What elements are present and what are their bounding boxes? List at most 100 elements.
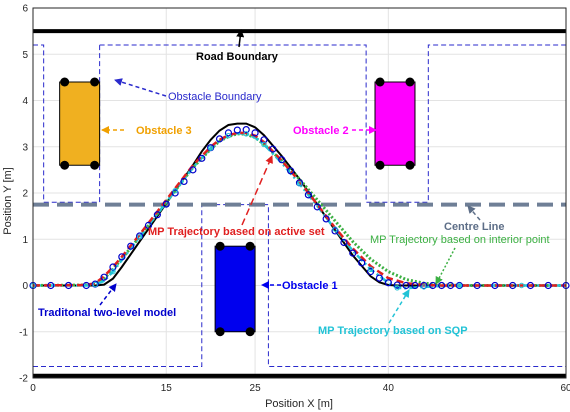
marker-point-30 xyxy=(322,215,330,223)
annotation-road-boundary: Road Boundary xyxy=(196,51,279,63)
marker-point-12 xyxy=(162,200,170,208)
obstacle-3-wheel-3 xyxy=(60,160,70,170)
y-tick-3: 3 xyxy=(22,142,28,153)
annotation-obstacle-boundary: Obstacle Boundary xyxy=(168,91,262,103)
sqp-marker-18 xyxy=(296,181,303,187)
marker-point-44 xyxy=(446,281,455,290)
marker-point-31 xyxy=(331,227,339,235)
marker-point-24 xyxy=(269,145,277,153)
marker-point-18 xyxy=(215,135,224,143)
y-tick-0: 0 xyxy=(22,281,28,292)
marker-point-48 xyxy=(509,281,517,290)
marker-point-29 xyxy=(313,203,321,211)
marker-point-5 xyxy=(100,273,108,281)
sqp-marker-16 xyxy=(261,141,267,148)
lane-lines xyxy=(33,29,566,378)
obstacle-boundary-2 xyxy=(99,44,566,203)
y-tick-5: 5 xyxy=(22,50,28,61)
y-tick-6: 6 xyxy=(22,4,28,15)
marker-point-50 xyxy=(544,281,552,290)
obstacle-2 xyxy=(374,77,416,170)
obstacle-3-wheel-1 xyxy=(60,77,70,87)
y-tick--2: -2 xyxy=(19,374,28,385)
marker-point-37 xyxy=(384,279,392,287)
series-two-level-markers xyxy=(29,126,570,291)
marker-point-8 xyxy=(127,242,135,250)
marker-point-1 xyxy=(47,281,55,290)
obstacle-2-body xyxy=(374,81,416,166)
obstacles xyxy=(59,77,416,337)
annotation-obstacle-3: Obstacle 3 xyxy=(136,125,192,137)
obstacle-1-wheel-4 xyxy=(245,327,255,337)
annotation-arrow-road-boundary xyxy=(236,29,245,48)
y-tick--1: -1 xyxy=(19,327,28,338)
obstacle-1-body xyxy=(214,245,256,333)
sqp-marker-22 xyxy=(367,266,374,273)
obstacle-3 xyxy=(59,77,101,170)
x-tick-25: 25 xyxy=(250,383,262,394)
marker-point-11 xyxy=(153,211,161,219)
obstacle-2-wheel-1 xyxy=(375,77,385,87)
sqp-marker-2 xyxy=(92,281,98,288)
marker-point-16 xyxy=(198,154,206,162)
marker-point-10 xyxy=(144,221,153,229)
annotation-centre-line: Centre Line xyxy=(444,221,505,233)
y-tick-2: 2 xyxy=(22,189,28,200)
obstacle-2-wheel-3 xyxy=(375,160,385,170)
sqp-marker-12 xyxy=(225,132,232,139)
obstacle-1-wheel-3 xyxy=(215,327,225,337)
marker-point-13 xyxy=(171,189,179,197)
annotation-arrow-centre-line xyxy=(467,205,481,221)
marker-point-28 xyxy=(304,191,312,199)
marker-point-34 xyxy=(358,259,366,267)
marker-point-38 xyxy=(393,281,401,289)
marker-point-14 xyxy=(180,177,188,186)
obstacle-3-wheel-2 xyxy=(90,77,100,87)
annotation-two-level: Traditonal two-level model xyxy=(38,307,176,319)
marker-point-26 xyxy=(287,167,295,175)
plot-border xyxy=(32,7,567,379)
sqp-marker-20 xyxy=(332,226,338,232)
marker-point-45 xyxy=(455,281,463,290)
x-tick-40: 40 xyxy=(383,383,395,394)
obstacle-3-wheel-4 xyxy=(90,160,100,170)
sqp-marker-26 xyxy=(421,284,427,290)
annotation-arrow-two-level xyxy=(99,283,117,306)
sqp-marker-6 xyxy=(136,234,143,240)
marker-point-23 xyxy=(260,136,268,144)
sqp-marker-14 xyxy=(243,131,249,137)
obstacle-1-wheel-2 xyxy=(245,241,255,251)
obstacle-1-wheel-1 xyxy=(215,241,225,251)
marker-point-33 xyxy=(349,249,357,257)
sqp-marker-28 xyxy=(456,282,463,289)
marker-point-7 xyxy=(118,253,126,261)
trajectory-series xyxy=(29,122,570,291)
marker-point-49 xyxy=(526,281,535,290)
marker-point-46 xyxy=(473,281,481,290)
annotation-active-set: MP Trajectory based on active set xyxy=(148,226,325,238)
x-tick-60: 60 xyxy=(560,383,570,394)
obstacle-3-body xyxy=(59,81,101,166)
tick-labels: 0 15 25 40 60 -2 -1 0 1 2 3 4 5 6 xyxy=(19,4,570,395)
marker-point-47 xyxy=(491,281,499,290)
sqp-marker-4 xyxy=(110,268,116,275)
axes-frame xyxy=(32,7,567,379)
annotations: Road Boundary Obstacle Boundary Obstacle 3… xyxy=(38,29,550,337)
marker-point-25 xyxy=(278,156,286,164)
y-tick-1: 1 xyxy=(22,235,28,246)
marker-point-3 xyxy=(82,281,90,290)
annotation-arrow-obstacle-boundary xyxy=(114,78,167,97)
marker-point-15 xyxy=(189,166,197,174)
sqp-marker-24 xyxy=(394,285,400,291)
sqp-marker-10 xyxy=(207,145,214,151)
x-axis-label: Position X [m] xyxy=(265,398,333,410)
annotation-arrow-active-set xyxy=(241,155,273,226)
y-axis-label: Position Y [m] xyxy=(2,167,14,234)
marker-point-20 xyxy=(233,126,241,134)
x-tick-15: 15 xyxy=(161,383,173,394)
marker-point-21 xyxy=(242,126,250,134)
marker-point-42 xyxy=(429,281,437,290)
obstacle-1 xyxy=(214,241,256,337)
y-tick-4: 4 xyxy=(22,96,28,107)
